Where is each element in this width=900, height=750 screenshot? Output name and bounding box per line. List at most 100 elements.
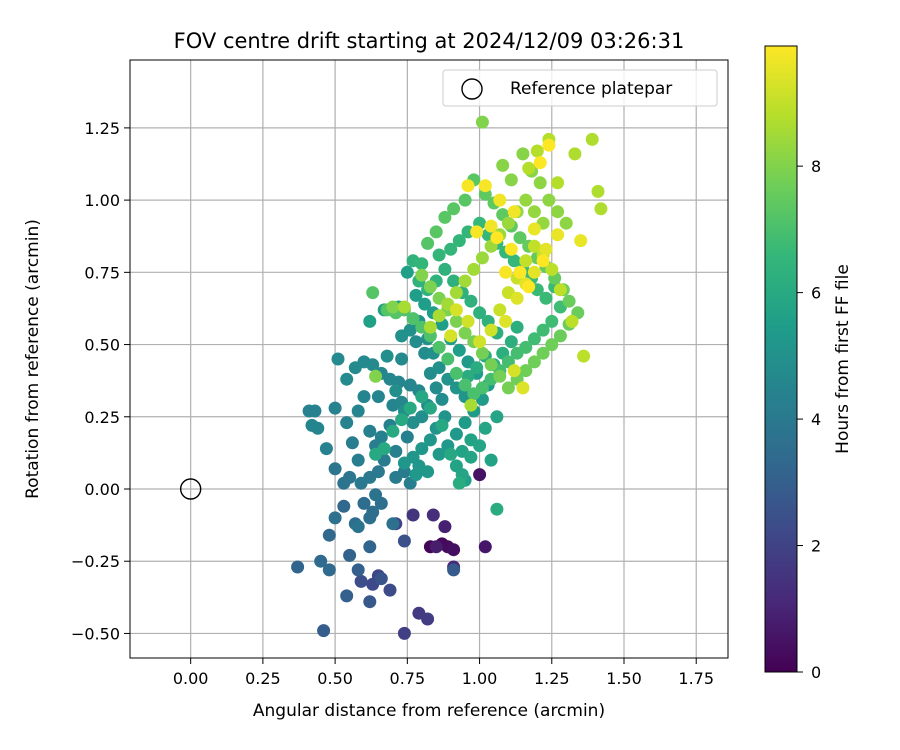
data-point [499, 265, 513, 279]
data-point [343, 548, 357, 562]
data-point [449, 314, 463, 328]
data-point [449, 366, 463, 380]
data-point [363, 314, 377, 328]
y-tick-label: 0.75 [84, 263, 120, 282]
data-point [421, 236, 435, 250]
data-point [504, 335, 518, 349]
data-point [536, 346, 550, 360]
data-point [585, 132, 599, 146]
data-point [490, 231, 504, 245]
legend-entry-reference-platepar: Reference platepar [510, 79, 672, 99]
data-point [363, 595, 377, 609]
data-point [438, 520, 452, 534]
data-point [473, 468, 487, 482]
data-point [415, 257, 429, 271]
data-point [464, 450, 478, 464]
chart-title: FOV centre drift starting at 2024/12/09 … [174, 29, 685, 53]
data-point [501, 216, 515, 230]
data-point [441, 352, 455, 366]
data-point [400, 265, 414, 279]
data-point [351, 520, 365, 534]
data-point [507, 254, 521, 268]
legend-box [442, 69, 718, 107]
data-point [383, 583, 397, 597]
data-point [496, 158, 510, 172]
x-tick-label: 0.25 [245, 669, 281, 688]
data-point [470, 361, 484, 375]
data-point [490, 502, 504, 516]
data-point [409, 288, 423, 302]
data-point [444, 329, 458, 343]
y-tick-label: 1.25 [84, 119, 120, 138]
data-point [363, 540, 377, 554]
data-point [533, 176, 547, 190]
data-point [423, 401, 437, 415]
data-point [371, 390, 385, 404]
data-point [357, 496, 371, 510]
data-point [308, 404, 322, 418]
x-tick-label: 1.25 [534, 669, 570, 688]
colorbar-tick-label: 4 [811, 410, 821, 429]
data-point [553, 329, 567, 343]
data-point [545, 338, 559, 352]
x-tick-label: 0.00 [173, 669, 209, 688]
data-point [513, 231, 527, 245]
data-point [519, 254, 533, 268]
data-point [504, 242, 518, 256]
data-point [539, 242, 553, 256]
data-point [458, 326, 472, 340]
data-point [527, 332, 541, 346]
y-tick-label: −0.25 [71, 552, 120, 571]
data-point [322, 563, 336, 577]
data-point [415, 390, 429, 404]
data-point [403, 401, 417, 415]
y-tick-label: 0.00 [84, 480, 120, 499]
data-point [527, 355, 541, 369]
data-point [461, 179, 475, 193]
data-point [594, 202, 608, 216]
data-point [345, 436, 359, 450]
data-point [527, 222, 541, 236]
y-axis-ticks: −0.50 −0.25 0.00 0.25 0.50 0.75 1.00 1.25 [71, 119, 130, 643]
data-point [551, 176, 565, 190]
data-point [432, 248, 446, 262]
data-point [461, 314, 475, 328]
data-point [409, 468, 423, 482]
data-point [478, 421, 492, 435]
data-point [464, 398, 478, 412]
data-point [542, 193, 556, 207]
data-point [475, 251, 489, 265]
data-point [473, 335, 487, 349]
data-point [475, 346, 489, 360]
data-point [449, 427, 463, 441]
data-point [478, 540, 492, 554]
data-point [504, 173, 518, 187]
reference-platepar-marker [179, 478, 202, 500]
data-point [452, 476, 466, 490]
data-point [444, 447, 458, 461]
data-point [322, 528, 336, 542]
data-point [507, 205, 521, 219]
colorbar-ticks: 0 2 4 6 8 [797, 157, 821, 682]
data-point [493, 369, 507, 383]
data-point [432, 309, 446, 323]
data-point [403, 323, 417, 337]
data-point [510, 291, 524, 305]
colorbar-tick-label: 2 [811, 537, 821, 556]
data-point [406, 416, 420, 430]
data-point [406, 312, 420, 326]
data-point [458, 193, 472, 207]
grid [130, 60, 728, 658]
data-point [536, 254, 550, 268]
reference-marker-layer [179, 478, 202, 500]
colorbar-tick-label: 8 [811, 157, 821, 176]
data-point [527, 239, 541, 253]
data-point [493, 303, 507, 317]
data-point [314, 554, 328, 568]
data-point [444, 242, 458, 256]
data-point [340, 372, 354, 386]
colorbar [764, 45, 798, 673]
data-point [438, 262, 452, 276]
data-point [340, 589, 354, 603]
data-point [423, 320, 437, 334]
